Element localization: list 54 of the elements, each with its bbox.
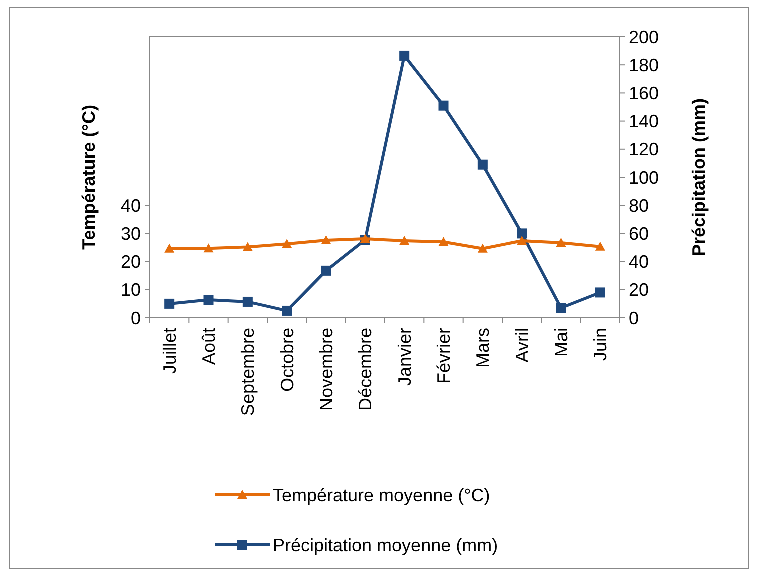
y2-tick-label: 40 [629,252,650,272]
y-tick-label: 0 [130,308,141,328]
x-tick-label: Octobre [277,328,298,392]
point [282,306,292,316]
x-tick-label: Décembre [356,328,376,412]
point [400,50,410,61]
y-tick-label: 10 [120,280,141,300]
point [400,236,410,246]
point [478,244,488,253]
point [204,244,214,253]
point [242,242,253,252]
y2-tick-label: 140 [629,112,660,132]
point [556,238,566,247]
point [164,244,175,253]
y-tick-label: 20 [120,252,141,272]
x-tick-label: Mars [473,328,494,368]
x-tick-label: Mai [552,328,572,358]
legend-label: Précipitation moyenne (mm) [273,535,498,556]
x-tick-label: Avril [512,328,532,363]
point [595,242,606,251]
point [282,239,292,248]
y2-tick-label: 160 [629,84,660,104]
point [204,295,214,306]
point [321,235,332,244]
point [478,160,488,170]
y-tick-label: 30 [120,224,141,244]
point [517,236,528,246]
x-tick-label: Janvier [394,328,415,386]
y2-tick-label: 60 [629,224,650,244]
y2-tick-label: 200 [629,27,660,48]
point [595,288,606,298]
point [242,296,253,307]
legend-label: Température moyenne (°C) [273,485,490,506]
point [321,266,332,276]
x-tick-label: Juillet [160,328,180,374]
x-tick-label: Février [434,328,454,384]
x-tick-label: Août [199,328,220,366]
point [438,237,449,246]
x-tick-label: Novembre [316,328,337,412]
point [438,100,449,111]
y-tick-label: 40 [120,196,141,216]
y2-tick-label: 180 [629,55,660,76]
point [164,298,175,309]
y2-tick-label: 120 [629,140,660,160]
y2-axis-title: Précipitation (mm) [689,98,709,257]
y2-tick-label: 80 [629,196,650,216]
y-axis-title: Température (°C) [79,105,99,250]
y2-tick-label: 100 [629,168,660,188]
point [517,228,528,239]
point [556,303,566,314]
x-tick-label: Septembre [238,328,258,416]
x-tick-label: Juin [590,328,611,362]
y2-tick-label: 20 [629,280,650,300]
y2-tick-label: 0 [629,308,640,328]
